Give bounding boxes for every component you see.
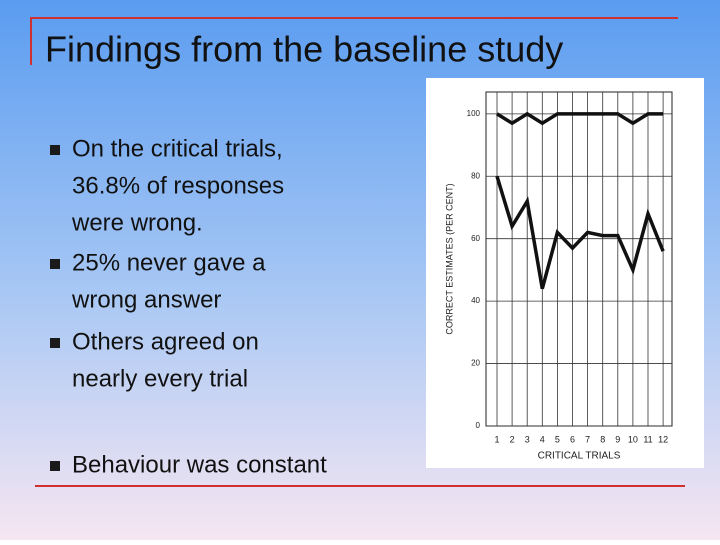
bullet-text: nearly every trial (72, 365, 248, 392)
y-tick-label: 100 (467, 109, 481, 118)
bullet-text: Behaviour was constant (72, 451, 327, 478)
x-tick-label: 5 (555, 434, 560, 444)
y-tick-label: 40 (471, 296, 480, 305)
title-frame (30, 17, 678, 65)
y-tick-label: 60 (471, 234, 480, 243)
x-axis-label: CRITICAL TRIALS (538, 451, 621, 462)
x-tick-label: 12 (658, 434, 668, 444)
x-tick-label: 8 (600, 434, 605, 444)
x-tick-label: 4 (540, 434, 545, 444)
bullet-text: 25% never gave a (72, 249, 266, 276)
x-tick-label: 9 (615, 434, 620, 444)
x-tick-label: 3 (525, 434, 530, 444)
x-tick-label: 2 (510, 434, 515, 444)
bullet-text: wrong answer (71, 286, 221, 313)
y-tick-label: 80 (471, 171, 480, 180)
slide-title: Findings from the baseline study (45, 29, 563, 70)
x-tick-label: 1 (494, 434, 499, 444)
bullet-text: On the critical trials, (72, 135, 283, 162)
data-line (495, 175, 665, 290)
x-tick-label: 11 (643, 434, 652, 444)
bullet-marker (50, 461, 60, 471)
data-line (496, 111, 664, 126)
x-tick-label: 10 (628, 434, 638, 444)
y-tick-label: 20 (471, 359, 480, 368)
bullet-text: 36.8% of responses (72, 172, 284, 199)
bullet-marker (50, 338, 60, 348)
bullet-list: On the critical trials, 36.8% of response… (50, 135, 327, 478)
bullet-text: were wrong. (71, 209, 203, 236)
y-axis-label: CORRECT ESTIMATES (PER CENT) (444, 183, 454, 334)
chart-image (426, 78, 704, 468)
x-tick-label: 7 (585, 434, 590, 444)
x-tick-label: 6 (570, 434, 575, 444)
y-tick-label: 0 (476, 421, 481, 430)
bullet-marker (50, 259, 60, 269)
bullet-text: Others agreed on (72, 328, 259, 355)
bullet-marker (50, 145, 60, 155)
